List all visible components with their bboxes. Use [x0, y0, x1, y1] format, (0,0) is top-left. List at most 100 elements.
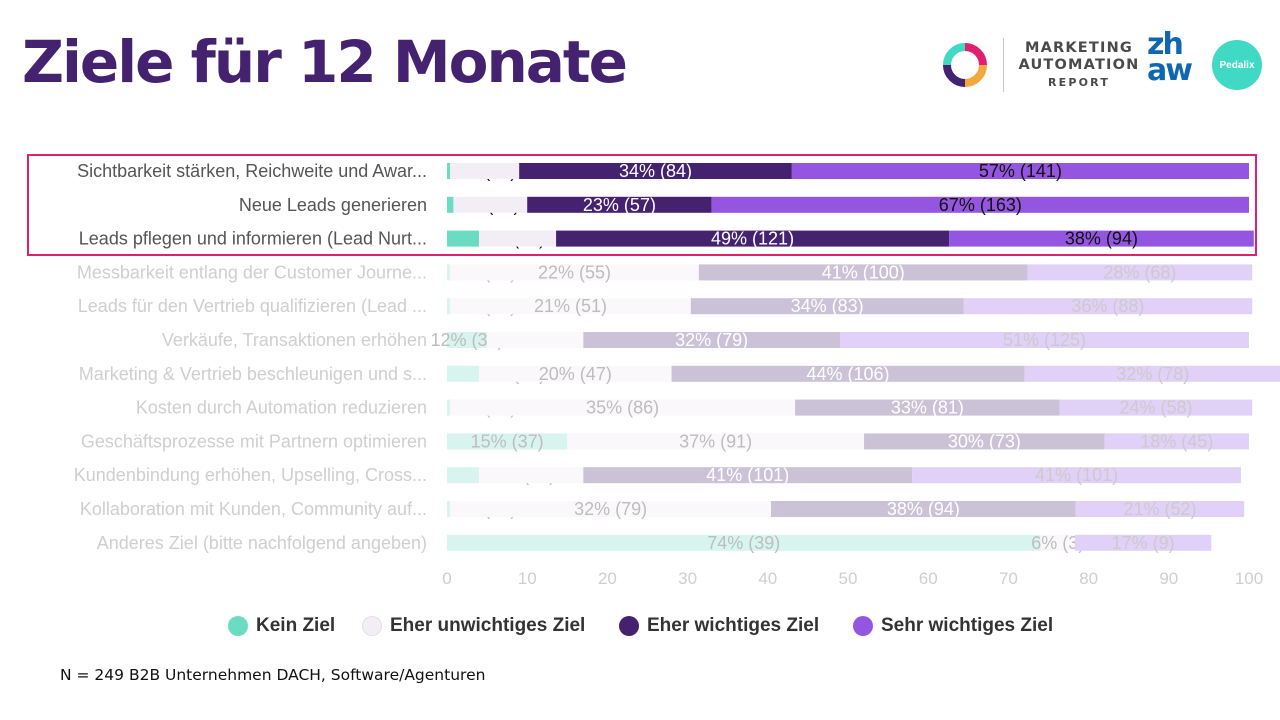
bar-segment-kein-ziel: [447, 196, 454, 213]
bar-segment-eher-wichtig: [527, 196, 712, 213]
x-tick-label: 20: [598, 569, 617, 588]
bar-segment-sehr-wichtig: [791, 163, 1249, 179]
bar-segment-kein-ziel: [447, 264, 451, 281]
bar-segment-eher-wichtig: [690, 298, 964, 315]
bar-segment-eher-wichtig: [698, 264, 1028, 281]
bar-segment-kein-ziel: [447, 501, 451, 517]
logo-group: MARKETING AUTOMATION REPORT zh aw Pedali…: [940, 27, 1262, 98]
data-label-eher-wichtig: 49% (121): [711, 229, 794, 249]
x-tick-label: 80: [1079, 569, 1098, 588]
data-label-kein-ziel: 15% (37): [471, 431, 544, 451]
data-label-eher-wichtig: 32% (79): [675, 330, 748, 350]
bar-segment-eher-wichtig: [556, 230, 950, 247]
chart-row: Marketing & Vertrieb beschleunigen und s…: [79, 364, 1280, 384]
x-tick-label: 30: [678, 569, 697, 588]
x-tick-label: 10: [518, 569, 537, 588]
x-tick-label: 90: [1159, 569, 1178, 588]
legend-dot-eher-unwichtig: [362, 616, 382, 636]
bar-segment-kein-ziel: [447, 534, 1041, 551]
data-label-sehr-wichtig: 36% (88): [1071, 296, 1144, 316]
bar-segment-sehr-wichtig: [1059, 399, 1253, 416]
bar-segment-eher-wichtig: [771, 501, 1076, 517]
bar-segment-sehr-wichtig: [912, 467, 1241, 484]
category-label: Kosten durch Automation reduzieren: [136, 398, 427, 418]
bar-segment-sehr-wichtig: [711, 196, 1249, 213]
data-label-eher-unwichtig: 21% (51): [534, 296, 607, 316]
bar-segment-eher-unwichtig: [1040, 534, 1075, 551]
data-label-eher-wichtig: 33% (81): [891, 398, 964, 418]
bar-segment-kein-ziel: [447, 230, 480, 247]
data-label-sehr-wichtig: 51% (125): [1003, 330, 1086, 350]
data-label-eher-wichtig: 34% (84): [619, 161, 692, 181]
legend-label: Kein Ziel: [256, 615, 336, 636]
chart-row: Verkäufe, Transaktionen erhöhen 12% (30) 3…: [162, 330, 1249, 350]
bar-segment-eher-unwichtig: [567, 433, 865, 450]
category-label: Leads für den Vertrieb qualifizieren (Le…: [78, 296, 427, 316]
bar-segment-eher-unwichtig: [450, 501, 772, 517]
bar-segment-eher-unwichtig: [479, 230, 557, 247]
bar-segment-sehr-wichtig: [1104, 433, 1249, 450]
chart-row: Leads pflegen und informieren (Lead Nurt…: [79, 229, 1254, 249]
chart-row: Anderes Ziel (bitte nachfolgend angeben)…: [97, 533, 1212, 553]
category-label: Kundenbindung erhöhen, Upselling, Cross.…: [74, 465, 427, 485]
data-label-eher-unwichtig: 35% (86): [586, 398, 659, 418]
bar-segment-sehr-wichtig: [1074, 534, 1212, 551]
bar-segment-eher-wichtig: [795, 399, 1060, 416]
data-label-eher-unwichtig: 22% (55): [538, 262, 611, 282]
data-label-sehr-wichtig: 28% (68): [1103, 262, 1176, 282]
data-label-kein-ziel: 74% (39): [707, 533, 780, 553]
x-tick-label: 40: [758, 569, 777, 588]
report-logo-line2: AUTOMATION: [1018, 57, 1140, 73]
legend-dot-kein-ziel: [228, 616, 248, 636]
data-label-eher-wichtig: 38% (94): [887, 499, 960, 519]
data-label-kein-ziel: 12% (30): [431, 330, 504, 350]
category-label: Neue Leads generieren: [239, 195, 427, 215]
data-label-eher-wichtig: 23% (57): [583, 195, 656, 215]
category-label: Kollaboration mit Kunden, Community auf.…: [80, 499, 427, 519]
bar-segment-eher-unwichtig: [450, 163, 520, 179]
data-label-sehr-wichtig: 67% (163): [939, 195, 1022, 215]
legend-dot-eher-wichtig: [619, 616, 639, 636]
data-label-eher-wichtig: 44% (106): [806, 364, 889, 384]
legend-dot-sehr-wichtig: [853, 616, 873, 636]
category-label: Marketing & Vertrieb beschleunigen und s…: [79, 364, 427, 384]
marketing-automation-report-logo: MARKETING AUTOMATION REPORT: [1016, 40, 1142, 91]
category-label: Verkäufe, Transaktionen erhöhen: [162, 330, 427, 350]
bar-segment-kein-ziel: [447, 365, 480, 382]
bar-segment-sehr-wichtig: [963, 298, 1253, 315]
chart-row: Neue Leads generieren9% (22)23% (57)67% …: [239, 195, 1249, 215]
report-logo-line3: REPORT: [1047, 76, 1111, 89]
report-logo-line1: MARKETING: [1024, 40, 1134, 56]
data-label-eher-unwichtig: 32% (79): [574, 499, 647, 519]
bar-segment-eher-unwichtig: [450, 298, 691, 315]
logo-divider: [1003, 38, 1004, 92]
footnote: N = 249 B2B Unternehmen DACH, Software/A…: [60, 666, 486, 684]
category-label: Anderes Ziel (bitte nachfolgend angeben): [97, 533, 427, 553]
report-ring-logo-icon: [943, 43, 987, 87]
data-label-eher-unwichtig: 6% (3): [1031, 533, 1084, 553]
data-label-sehr-wichtig: 32% (78): [1116, 364, 1189, 384]
data-label-eher-wichtig: 30% (73): [948, 431, 1021, 451]
bar-segment-eher-unwichtig: [450, 264, 699, 281]
data-label-sehr-wichtig: 41% (101): [1035, 465, 1118, 485]
data-label-sehr-wichtig: 38% (94): [1065, 229, 1138, 249]
bar-segment-eher-unwichtig: [479, 365, 672, 382]
data-label-sehr-wichtig: 18% (45): [1140, 431, 1213, 451]
category-label: Messbarkeit entlang der Customer Journe.…: [77, 262, 427, 282]
bar-segment-kein-ziel: [447, 298, 451, 315]
category-label: Geschäftsprozesse mit Partnern optimiere…: [81, 431, 427, 451]
pedalix-logo: Pedalix: [1212, 40, 1262, 90]
data-label-sehr-wichtig: 57% (141): [979, 161, 1062, 181]
bar-segment-eher-unwichtig: [450, 399, 796, 416]
bar-segment-eher-wichtig: [583, 467, 913, 484]
x-tick-label: 0: [442, 569, 451, 588]
legend-item-kein-ziel: Kein Ziel: [228, 613, 335, 639]
zhaw-logo-line1: zh: [1147, 27, 1184, 62]
bar-segment-kein-ziel: [447, 163, 451, 179]
data-label-eher-unwichtig: 37% (91): [679, 431, 752, 451]
bar-segment-sehr-wichtig: [1024, 365, 1280, 382]
x-axis-ticks: 0 10 20 30 40 50 60 70 80 90 100: [442, 569, 1263, 588]
bar-segment-sehr-wichtig: [949, 230, 1254, 247]
data-label-sehr-wichtig: 24% (58): [1119, 398, 1192, 418]
category-label: Sichtbarkeit stärken, Reichweite und Awa…: [77, 161, 427, 181]
